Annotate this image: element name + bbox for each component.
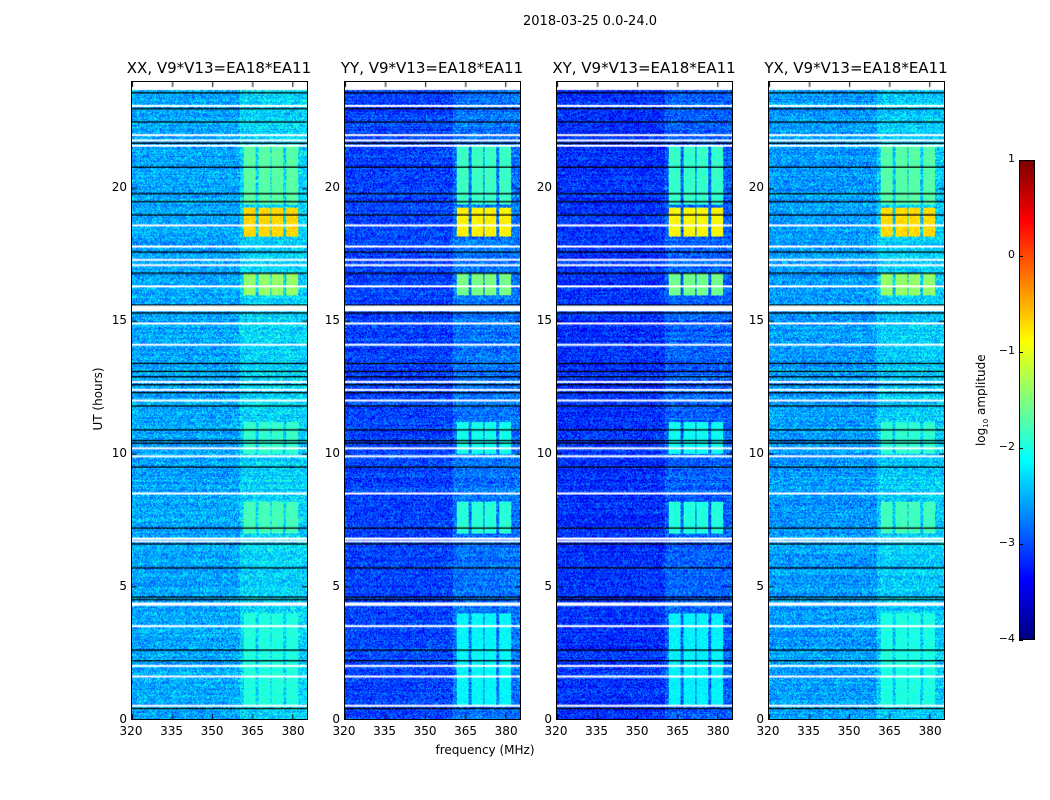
- x-tick-label: 365: [454, 724, 478, 738]
- y-tick-label: 10: [748, 445, 764, 460]
- x-axis-label: frequency (MHz): [435, 743, 535, 757]
- x-tick-label: 335: [373, 724, 396, 738]
- x-tick-label: 380: [281, 724, 305, 738]
- waterfall-heatmap-yy: [344, 81, 521, 720]
- y-tick-label: 20: [324, 179, 340, 194]
- y-tick-label: 20: [111, 179, 127, 194]
- colorbar-tick-label: −2: [998, 440, 1015, 453]
- colorbar-label: log10 amplitude: [974, 330, 990, 470]
- colorbar-label-rest: amplitude: [973, 354, 988, 419]
- x-tick-label: 380: [706, 724, 730, 738]
- y-tick-label: 5: [119, 578, 127, 593]
- x-tick-label: 365: [241, 724, 265, 738]
- colorbar-tick-mark: [1019, 448, 1023, 449]
- colorbar-tick-label: −3: [998, 536, 1015, 549]
- panel-title: YY, V9*V13=EA18*EA11: [340, 59, 524, 77]
- colorbar-tick-label: −4: [998, 632, 1015, 645]
- y-tick-label: 10: [324, 445, 340, 460]
- x-tick-label: 365: [666, 724, 690, 738]
- colorbar-tick-label: 1: [1008, 152, 1015, 165]
- colorbar-tick-label: 0: [1008, 248, 1015, 261]
- panel-title: XY, V9*V13=EA18*EA11: [552, 59, 736, 77]
- x-tick-label: 365: [878, 724, 902, 738]
- waterfall-heatmap-xy: [556, 81, 733, 720]
- colorbar-tick-mark: [1019, 256, 1023, 257]
- x-tick-label: 335: [585, 724, 608, 738]
- y-tick-label: 0: [332, 712, 340, 726]
- y-tick-label: 0: [756, 712, 764, 726]
- panel-title: YX, V9*V13=EA18*EA11: [764, 59, 948, 77]
- y-tick-label: 15: [324, 312, 340, 327]
- x-tick-label: 350: [413, 724, 437, 738]
- x-tick-label: 380: [918, 724, 942, 738]
- y-tick-label: 5: [544, 578, 552, 593]
- chart-title: 2018-03-25 0.0-24.0: [523, 14, 657, 29]
- x-tick-label: 380: [494, 724, 518, 738]
- x-tick-label: 320: [119, 724, 143, 738]
- y-tick-label: 20: [536, 179, 552, 194]
- colorbar-label-main: log: [973, 427, 988, 447]
- x-tick-label: 350: [625, 724, 649, 738]
- waterfall-heatmap-yx: [768, 81, 945, 720]
- y-tick-label: 15: [748, 312, 764, 327]
- y-tick-label: 10: [536, 445, 552, 460]
- colorbar-tick-mark: [1019, 640, 1023, 641]
- y-tick-label: 10: [111, 445, 127, 460]
- y-tick-label: 15: [111, 312, 127, 327]
- colorbar-tick-mark: [1019, 352, 1023, 353]
- y-axis-label: UT (hours): [91, 367, 105, 431]
- y-tick-label: 5: [332, 578, 340, 593]
- panel-title: XX, V9*V13=EA18*EA11: [126, 59, 312, 77]
- y-tick-label: 0: [119, 712, 127, 726]
- x-tick-label: 350: [837, 724, 861, 738]
- y-tick-label: 15: [536, 312, 552, 327]
- y-tick-label: 5: [756, 578, 764, 593]
- y-tick-label: 0: [544, 712, 552, 726]
- colorbar-tick-mark: [1019, 544, 1023, 545]
- x-tick-label: 335: [160, 724, 183, 738]
- x-tick-label: 320: [544, 724, 568, 738]
- colorbar-tick-mark: [1019, 160, 1023, 161]
- x-tick-label: 320: [332, 724, 356, 738]
- y-tick-label: 20: [748, 179, 764, 194]
- colorbar-tick-label: −1: [998, 344, 1015, 357]
- waterfall-heatmap-xx: [131, 81, 308, 720]
- x-tick-label: 320: [756, 724, 780, 738]
- x-tick-label: 335: [797, 724, 820, 738]
- x-tick-label: 350: [200, 724, 224, 738]
- colorbar-label-sub: 10: [982, 418, 991, 428]
- colorbar: [1019, 160, 1035, 640]
